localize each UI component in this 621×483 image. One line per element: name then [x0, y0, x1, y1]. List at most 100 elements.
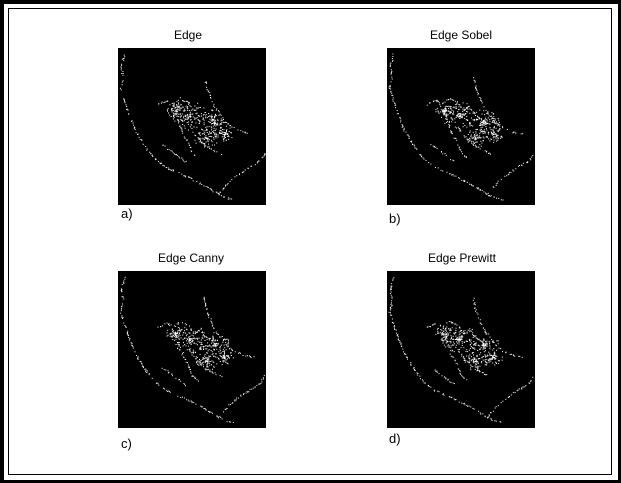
edge-pixel	[467, 141, 469, 143]
edge-pixel	[481, 190, 483, 191]
edge-pixel	[186, 342, 188, 344]
edge-pixel	[447, 333, 449, 335]
edge-pixel	[424, 382, 426, 384]
edge-pixel	[461, 335, 463, 337]
edge-pixel	[215, 125, 217, 127]
edge-pixel	[137, 358, 139, 359]
edge-pixel	[442, 110, 444, 111]
edge-pixel	[192, 375, 194, 377]
edge-pixel	[187, 129, 189, 131]
edge-pixel	[486, 363, 488, 365]
edge-pixel	[497, 360, 499, 362]
edge-pixel	[454, 399, 456, 401]
edge-pixel	[466, 126, 468, 128]
edge-pixel	[208, 358, 210, 360]
edge-pixel	[459, 128, 461, 130]
edge-pixel	[224, 356, 226, 358]
edge-pixel	[521, 388, 523, 390]
edge-pixel	[222, 117, 224, 119]
edge-pixel	[208, 345, 210, 347]
edge-pixel	[168, 325, 170, 327]
edge-map-a	[119, 54, 266, 200]
edge-pixel	[481, 362, 482, 364]
edge-pixel	[205, 82, 207, 84]
edge-pixel	[471, 352, 473, 354]
edge-pixel	[460, 336, 462, 338]
edge-pixel	[454, 338, 456, 340]
edge-pixel	[463, 377, 465, 379]
edge-pixel	[485, 361, 487, 363]
edge-pixel	[192, 116, 194, 118]
edge-pixel	[529, 382, 531, 384]
edge-pixel	[475, 131, 477, 133]
edge-pixel	[477, 94, 479, 96]
edge-pixel	[229, 357, 231, 359]
edge-pixel	[481, 123, 483, 125]
edge-pixel	[448, 124, 450, 125]
edge-pixel	[210, 97, 212, 99]
edge-pixel	[189, 340, 191, 342]
edge-pixel	[446, 340, 448, 342]
edge-pixel	[213, 105, 214, 107]
edge-pixel	[195, 343, 197, 345]
edge-pixel	[222, 340, 224, 342]
edge-pixel	[389, 63, 391, 65]
edge-pixel	[146, 370, 148, 372]
edge-pixel	[254, 386, 256, 388]
edge-pixel	[500, 199, 502, 201]
edge-pixel	[229, 421, 230, 423]
edge-pixel	[126, 108, 127, 110]
edge-pixel	[495, 357, 497, 359]
edge-pixel	[190, 338, 192, 340]
edge-pixel	[206, 129, 208, 131]
edge-pixel	[495, 185, 497, 186]
edge-pixel	[390, 291, 392, 293]
edge-pixel	[498, 347, 500, 349]
edge-pixel	[211, 141, 213, 143]
edge-pixel	[221, 119, 223, 121]
edge-pixel	[221, 418, 223, 420]
edge-pixel	[477, 187, 479, 189]
edge-pixel	[463, 333, 465, 335]
edge-pixel	[218, 110, 219, 112]
edge-pixel	[215, 342, 217, 344]
edge-pixel	[470, 134, 472, 136]
edge-pixel	[192, 352, 194, 354]
edge-pixel	[208, 314, 210, 316]
edge-pixel	[172, 330, 174, 331]
edge-pixel	[214, 121, 216, 123]
edge-pixel	[170, 324, 172, 326]
edge-pixel	[195, 142, 197, 144]
edge-pixel	[446, 99, 448, 101]
edge-pixel	[462, 108, 464, 110]
edge-pixel	[180, 107, 182, 109]
edge-pixel	[201, 337, 203, 339]
edge-pixel	[481, 361, 483, 362]
edge-pixel	[446, 171, 448, 173]
edge-pixel	[214, 115, 216, 117]
edge-pixel	[219, 130, 221, 132]
edge-pixel	[207, 357, 209, 359]
edge-pixel	[205, 81, 207, 83]
edge-pixel	[479, 189, 481, 190]
edge-pixel	[483, 140, 484, 142]
edge-pixel	[452, 356, 454, 358]
edge-pixel	[474, 136, 476, 138]
edge-pixel	[166, 332, 168, 334]
edge-pixel	[175, 338, 177, 340]
edge-pixel	[176, 335, 178, 337]
edge-pixel	[206, 126, 208, 128]
edge-pixel	[460, 106, 462, 108]
edge-pixel	[178, 102, 180, 104]
panel-b-title: Edge Sobel	[429, 28, 493, 42]
edge-pixel	[448, 396, 450, 398]
edge-pixel	[207, 361, 209, 363]
edge-pixel	[484, 129, 486, 131]
edge-pixel	[203, 124, 205, 126]
edge-pixel	[237, 397, 239, 399]
edge-pixel	[176, 105, 178, 107]
edge-pixel	[202, 346, 204, 347]
edge-pixel	[445, 378, 447, 380]
edge-pixel	[198, 123, 200, 125]
edge-pixel	[145, 368, 147, 370]
